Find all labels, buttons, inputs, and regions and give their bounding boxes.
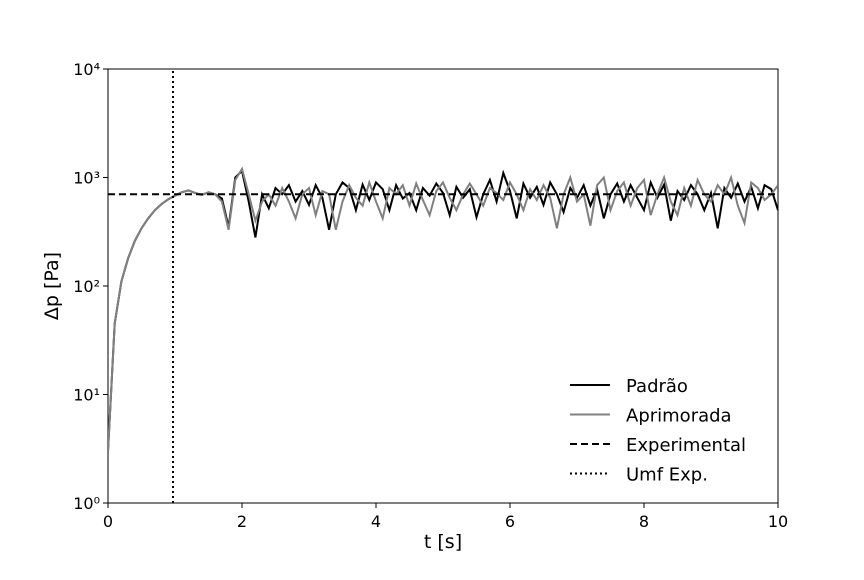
x-tick-label: 0	[103, 512, 113, 531]
y-tick-label: 10³	[73, 169, 100, 188]
y-tick-label: 10⁴	[73, 60, 100, 79]
y-axis-label: Δp [Pa]	[41, 252, 63, 320]
legend-label: Experimental	[626, 435, 746, 456]
x-tick-label: 2	[237, 512, 247, 531]
y-tick-label: 10¹	[73, 386, 100, 405]
x-axis-label: t [s]	[424, 531, 462, 553]
legend-label: Aprimorada	[626, 406, 732, 427]
series-line	[108, 166, 778, 452]
x-tick-label: 4	[371, 512, 381, 531]
legend-label: Padrão	[626, 376, 688, 397]
x-tick-label: 8	[639, 512, 649, 531]
legend-label: Umf Exp.	[626, 465, 708, 486]
y-tick-label: 10⁰	[73, 494, 100, 513]
series-line	[108, 168, 778, 452]
x-tick-label: 6	[505, 512, 515, 531]
x-tick-label: 10	[768, 512, 788, 531]
y-tick-label: 10²	[73, 277, 100, 296]
plot-lines	[108, 69, 778, 503]
